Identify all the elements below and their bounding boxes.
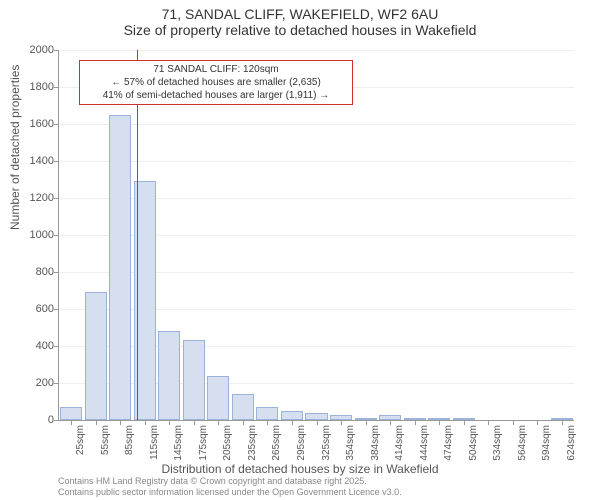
footer-line2: Contains public sector information licen…: [58, 487, 402, 498]
ytick-mark: [54, 124, 59, 125]
xtick-mark: [439, 420, 440, 425]
xtick-label: 414sqm: [394, 425, 405, 461]
xtick-mark: [71, 420, 72, 425]
xtick-label: 235sqm: [247, 425, 258, 461]
xtick-mark: [169, 420, 170, 425]
xtick-label: 564sqm: [517, 425, 528, 461]
xtick-label: 504sqm: [468, 425, 479, 461]
ytick-mark: [54, 272, 59, 273]
annotation-box: 71 SANDAL CLIFF: 120sqm← 57% of detached…: [79, 60, 353, 105]
xtick-mark: [390, 420, 391, 425]
xtick-mark: [317, 420, 318, 425]
xtick-label: 534sqm: [492, 425, 503, 461]
ytick-mark: [54, 87, 59, 88]
ytick-mark: [54, 346, 59, 347]
title-line1: 71, SANDAL CLIFF, WAKEFIELD, WF2 6AU: [0, 6, 600, 22]
xtick-label: 325sqm: [321, 425, 332, 461]
xtick-mark: [96, 420, 97, 425]
histogram-bar: [158, 331, 180, 420]
ytick-label: 1000: [14, 229, 54, 241]
histogram-bar: [183, 340, 205, 420]
xtick-mark: [341, 420, 342, 425]
xtick-label: 265sqm: [271, 425, 282, 461]
ytick-label: 1600: [14, 118, 54, 130]
annotation-line1: 71 SANDAL CLIFF: 120sqm: [86, 63, 346, 76]
xtick-mark: [243, 420, 244, 425]
xtick-label: 205sqm: [222, 425, 233, 461]
ytick-label: 1200: [14, 192, 54, 204]
xtick-label: 384sqm: [370, 425, 381, 461]
xtick-mark: [562, 420, 563, 425]
chart-area: 020040060080010001200140016001800200025s…: [58, 50, 573, 420]
xtick-label: 145sqm: [173, 425, 184, 461]
xtick-mark: [415, 420, 416, 425]
xtick-label: 354sqm: [345, 425, 356, 461]
title-line2: Size of property relative to detached ho…: [0, 22, 600, 38]
ytick-label: 600: [14, 303, 54, 315]
x-axis-label: Distribution of detached houses by size …: [0, 462, 600, 476]
xtick-mark: [194, 420, 195, 425]
ytick-label: 200: [14, 377, 54, 389]
xtick-mark: [537, 420, 538, 425]
xtick-mark: [366, 420, 367, 425]
xtick-label: 25sqm: [75, 425, 86, 455]
ytick-mark: [54, 161, 59, 162]
ytick-mark: [54, 309, 59, 310]
ytick-mark: [54, 235, 59, 236]
footer-line1: Contains HM Land Registry data © Crown c…: [58, 476, 402, 487]
xtick-label: 594sqm: [541, 425, 552, 461]
histogram-bar: [232, 394, 254, 420]
xtick-mark: [292, 420, 293, 425]
ytick-mark: [54, 420, 59, 421]
histogram-bar: [256, 407, 278, 420]
xtick-mark: [120, 420, 121, 425]
xtick-label: 175sqm: [198, 425, 209, 461]
ytick-label: 0: [14, 414, 54, 426]
ytick-label: 400: [14, 340, 54, 352]
histogram-bar: [305, 413, 327, 420]
ytick-label: 1400: [14, 155, 54, 167]
ytick-label: 800: [14, 266, 54, 278]
ytick-mark: [54, 198, 59, 199]
xtick-mark: [218, 420, 219, 425]
reference-line: [137, 50, 138, 420]
xtick-mark: [513, 420, 514, 425]
xtick-mark: [488, 420, 489, 425]
ytick-mark: [54, 50, 59, 51]
histogram-bar: [281, 411, 303, 420]
xtick-label: 295sqm: [296, 425, 307, 461]
xtick-label: 85sqm: [124, 425, 135, 455]
ytick-label: 1800: [14, 81, 54, 93]
xtick-label: 624sqm: [566, 425, 577, 461]
footer-attribution: Contains HM Land Registry data © Crown c…: [58, 476, 402, 498]
xtick-label: 444sqm: [419, 425, 430, 461]
annotation-line2: ← 57% of detached houses are smaller (2,…: [86, 76, 346, 89]
xtick-mark: [267, 420, 268, 425]
histogram-bar: [207, 376, 229, 420]
histogram-bar: [109, 115, 131, 420]
xtick-label: 115sqm: [149, 425, 160, 460]
chart-title: 71, SANDAL CLIFF, WAKEFIELD, WF2 6AU Siz…: [0, 0, 600, 38]
histogram-bar: [60, 407, 82, 420]
xtick-label: 55sqm: [100, 425, 111, 455]
xtick-label: 474sqm: [443, 425, 454, 461]
histogram-bar: [85, 292, 107, 420]
annotation-line3: 41% of semi-detached houses are larger (…: [86, 89, 346, 102]
plot-region: 020040060080010001200140016001800200025s…: [58, 50, 574, 421]
ytick-mark: [54, 383, 59, 384]
ytick-label: 2000: [14, 44, 54, 56]
xtick-mark: [145, 420, 146, 425]
xtick-mark: [464, 420, 465, 425]
